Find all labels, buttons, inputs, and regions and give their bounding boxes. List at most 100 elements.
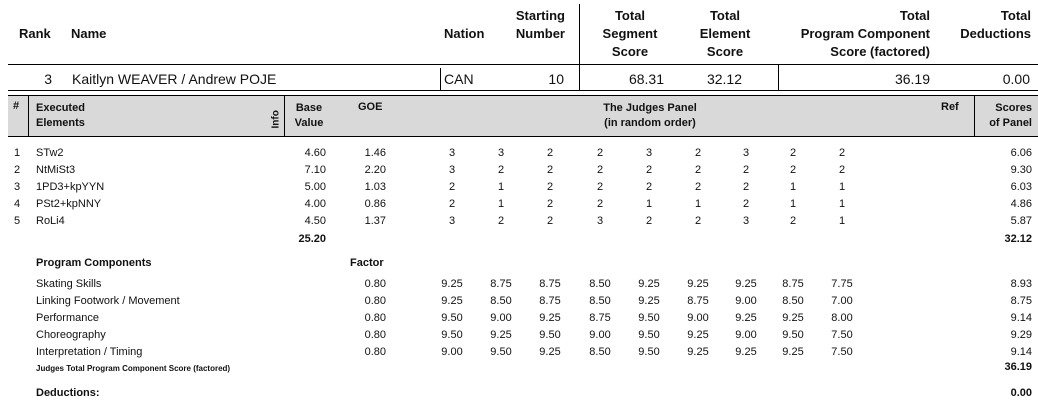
component-judge-mark: 8.75 [539,295,561,307]
element-base-value: 4.60 [304,147,326,159]
element-goe: 1.03 [364,181,386,193]
component-judge-mark: 8.50 [589,278,611,290]
element-num: 3 [14,181,21,193]
component-name: Interpretation / Timing [36,346,143,358]
judge-mark: 2 [789,147,797,159]
component-judge-mark: 9.00 [735,329,757,341]
judge-mark: 2 [645,164,653,176]
component-judge-mark: 9.50 [638,329,660,341]
judge-mark: 2 [742,181,750,193]
goe-header: GOE [358,101,383,113]
element-base-value: 4.50 [304,215,326,227]
judges-total-pcs-label: Judges Total Program Component Score (fa… [36,364,231,373]
judge-mark: 2 [546,215,554,227]
component-judge-mark: 8.50 [589,295,611,307]
component-judge-mark: 9.25 [687,346,709,358]
judge-mark: 3 [596,215,604,227]
judge-mark: 3 [742,215,750,227]
judge-mark: 2 [596,181,604,193]
component-judge-mark: 9.25 [687,278,709,290]
skater-pcs: 36.19 [894,71,930,87]
num-header: # [13,100,20,112]
element-score: 9.30 [1010,164,1032,176]
judge-mark: 2 [694,164,702,176]
elements-header-bottom [8,136,1038,137]
nation-header: Nation [444,26,485,41]
element-score: 6.06 [1010,147,1032,159]
judge-mark: 2 [742,198,750,210]
element-base-value: 5.00 [304,181,326,193]
component-judge-mark: 8.75 [687,295,709,307]
component-judge-mark: 9.25 [441,295,463,307]
component-judge-mark: 9.50 [441,329,463,341]
judge-mark: 3 [742,147,750,159]
deductions-label: Deductions: [36,387,100,399]
judge-mark: 2 [645,181,653,193]
judge-mark: 2 [694,215,702,227]
component-judge-mark: 9.25 [782,312,804,324]
component-judge-mark: 9.25 [687,329,709,341]
judge-mark: 2 [742,164,750,176]
executed-elements-header: Executed Elements [36,102,85,129]
component-judge-mark: 8.75 [589,312,611,324]
component-factor: 0.80 [364,295,386,307]
skater-nation: CAN [444,71,474,87]
element-num: 2 [14,164,21,176]
base-value-header: Base Value [294,102,324,129]
judge-mark: 2 [546,164,554,176]
judge-mark: 2 [694,181,702,193]
judge-mark: 2 [546,198,554,210]
judge-mark: 1 [838,215,846,227]
skater-name: Kaitlyn WEAVER / Andrew POJE [72,71,277,87]
skater-starting-number: 10 [548,71,564,87]
component-judge-mark: 9.25 [782,346,804,358]
judge-mark: 3 [448,164,456,176]
component-judge-mark: 9.25 [539,312,561,324]
component-judge-mark: 9.50 [638,312,660,324]
component-judge-mark: 8.50 [782,295,804,307]
component-judge-mark: 9.50 [782,329,804,341]
component-judge-mark: 9.25 [735,278,757,290]
component-judge-mark: 7.50 [831,346,853,358]
judge-mark: 3 [497,147,505,159]
element-name: NtMiSt3 [36,164,76,176]
component-score: 9.29 [1010,329,1032,341]
deductions-value: 0.00 [1010,387,1032,399]
element-name: 1PD3+kpYYN [36,181,105,193]
component-score: 8.75 [1010,295,1032,307]
judge-mark: 2 [596,198,604,210]
divider [440,68,441,90]
component-judge-mark: 9.00 [589,329,611,341]
element-num: 5 [14,215,21,227]
judges-panel-header: The Judges Panel (in random order) [603,102,697,129]
component-judge-mark: 9.50 [441,312,463,324]
element-num: 1 [14,147,21,159]
element-base-value: 7.10 [304,164,326,176]
component-judge-mark: 8.75 [490,278,512,290]
component-name: Choreography [36,329,106,341]
ref-header: Ref [941,101,959,113]
component-judge-mark: 9.25 [735,346,757,358]
header-divider [8,64,1038,65]
component-judge-mark: 9.00 [441,346,463,358]
component-judge-mark: 7.50 [831,329,853,341]
judge-mark: 1 [497,181,505,193]
component-judge-mark: 7.00 [831,295,853,307]
judge-mark: 2 [448,198,456,210]
component-judge-mark: 8.50 [589,346,611,358]
component-judge-mark: 9.00 [490,312,512,324]
judge-mark: 2 [789,215,797,227]
judge-mark: 2 [789,164,797,176]
element-score: 4.86 [1010,198,1032,210]
element-goe: 0.86 [364,198,386,210]
judge-mark: 2 [497,164,505,176]
info-header: Info [270,110,282,129]
scores-of-panel-header: Scores of Panel [989,102,1032,129]
judge-mark: 2 [596,147,604,159]
component-factor: 0.80 [364,346,386,358]
judge-mark: 2 [546,181,554,193]
judge-mark: 1 [645,198,653,210]
component-name: Performance [36,312,99,324]
component-judge-mark: 9.50 [490,346,512,358]
divider [974,95,975,137]
